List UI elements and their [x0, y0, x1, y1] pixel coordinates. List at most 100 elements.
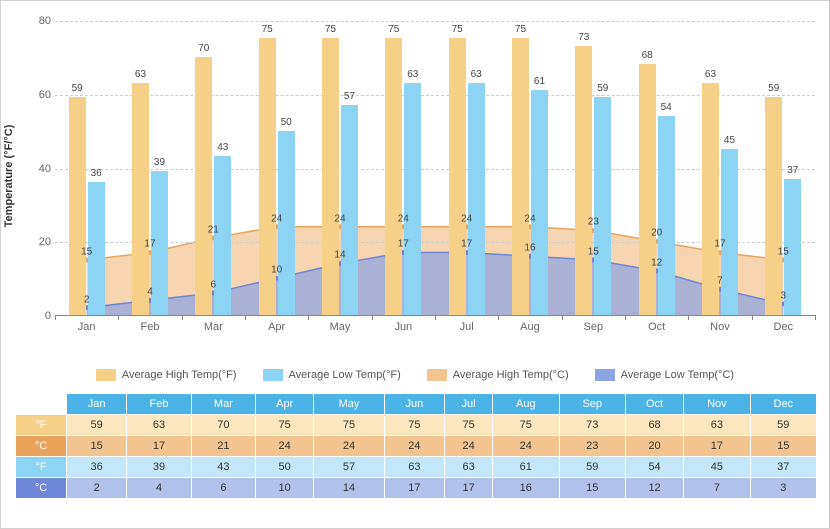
table-cell: 43: [192, 457, 255, 477]
table-cell: 75: [493, 415, 558, 435]
x-tick-mark: [752, 315, 753, 320]
area-label: 24: [398, 213, 409, 224]
bar-high_f: 75: [385, 38, 402, 315]
table-cell: 59: [751, 415, 816, 435]
table-header-cell: Mar: [192, 394, 255, 414]
bar-low_f: 43: [214, 156, 231, 315]
x-tick-mark: [55, 315, 56, 320]
area-label: 10: [271, 265, 282, 276]
area-label: 21: [208, 224, 219, 235]
x-tick: May: [330, 321, 351, 333]
y-tick: 0: [29, 310, 51, 322]
area-label: 6: [211, 279, 217, 290]
bar-label: 37: [787, 165, 798, 176]
table-cell: 37: [751, 457, 816, 477]
area-label: 15: [778, 246, 789, 257]
legend-swatch: [595, 369, 615, 381]
x-tick: Jan: [78, 321, 96, 333]
table-cell: 75: [445, 415, 492, 435]
table-header-cell: Nov: [684, 394, 749, 414]
bar-high_f: 75: [449, 38, 466, 315]
bar-label: 61: [534, 76, 545, 87]
bar-low_f: 57: [341, 105, 358, 315]
table-row: °C2461014171716151273: [16, 478, 816, 498]
y-tick: 60: [29, 89, 51, 101]
area-label: 15: [588, 246, 599, 257]
x-tick-mark: [498, 315, 499, 320]
table-header-cell: Apr: [256, 394, 313, 414]
table-cell: 24: [385, 436, 444, 456]
y-tick: 80: [29, 15, 51, 27]
table-cell: 59: [67, 415, 126, 435]
table-row: °F596370757575757573686359: [16, 415, 816, 435]
bar-label: 36: [91, 168, 102, 179]
legend-swatch: [263, 369, 283, 381]
x-tick: Nov: [710, 321, 730, 333]
x-tick-mark: [308, 315, 309, 320]
table-cell: 15: [751, 436, 816, 456]
table-cell: 15: [67, 436, 126, 456]
bar-label: 70: [198, 43, 209, 54]
table-cell: 70: [192, 415, 255, 435]
bar-label: 59: [768, 83, 779, 94]
bar-label: 57: [344, 91, 355, 102]
table-cell: 57: [314, 457, 383, 477]
table-cell: 63: [127, 415, 190, 435]
area-label: 17: [398, 239, 409, 250]
table-cell: 4: [127, 478, 190, 498]
table-header-cell: Dec: [751, 394, 816, 414]
x-tick-mark: [815, 315, 816, 320]
table-header-row: JanFebMarAprMayJunJulAugSepOctNovDec: [16, 394, 816, 414]
legend-item: Average High Temp(°C): [427, 369, 569, 381]
x-tick: Feb: [141, 321, 160, 333]
table-cell: 17: [385, 478, 444, 498]
bar-label: 39: [154, 157, 165, 168]
table-cell: 75: [256, 415, 313, 435]
plot-region: 020406080JanFebMarAprMayJunJulAugSepOctN…: [55, 21, 815, 316]
y-axis-label: Temperature (°F/°C): [3, 125, 15, 228]
bar-low_f: 54: [658, 116, 675, 315]
y-tick: 20: [29, 236, 51, 248]
table-header-cell: Jan: [67, 394, 126, 414]
table-row: °F363943505763636159544537: [16, 457, 816, 477]
bar-high_f: 68: [639, 64, 656, 315]
x-tick-mark: [625, 315, 626, 320]
table-cell: 20: [626, 436, 683, 456]
table-unit-cell: °C: [16, 436, 66, 456]
table-header-cell: Jul: [445, 394, 492, 414]
table-cell: 14: [314, 478, 383, 498]
area-label: 14: [334, 250, 345, 261]
bar-high_f: 70: [195, 57, 212, 315]
table-cell: 73: [560, 415, 625, 435]
x-tick: Sep: [584, 321, 604, 333]
bar-high_f: 59: [69, 97, 86, 315]
table-header-cell: May: [314, 394, 383, 414]
table-cell: 59: [560, 457, 625, 477]
table-cell: 17: [684, 436, 749, 456]
area-label: 24: [334, 213, 345, 224]
bar-label: 59: [72, 83, 83, 94]
table-header-cell: Oct: [626, 394, 683, 414]
table-header-cell: Jun: [385, 394, 444, 414]
bar-label: 73: [578, 32, 589, 43]
area-label: 4: [147, 287, 153, 298]
bar-low_f: 63: [468, 83, 485, 315]
bar-label: 54: [661, 102, 672, 113]
table-cell: 17: [127, 436, 190, 456]
table-cell: 63: [445, 457, 492, 477]
bar-label: 50: [281, 117, 292, 128]
bar-label: 75: [325, 24, 336, 35]
chart-area: Temperature (°F/°C) 020406080JanFebMarAp…: [15, 11, 817, 341]
x-tick: Mar: [204, 321, 223, 333]
legend-swatch: [96, 369, 116, 381]
x-tick-mark: [435, 315, 436, 320]
bar-label: 43: [217, 142, 228, 153]
table-cell: 68: [626, 415, 683, 435]
table-cell: 24: [314, 436, 383, 456]
area-label: 7: [717, 276, 723, 287]
bar-label: 75: [515, 24, 526, 35]
table-cell: 6: [192, 478, 255, 498]
area-label: 17: [461, 239, 472, 250]
chart-container: Temperature (°F/°C) 020406080JanFebMarAp…: [0, 0, 830, 529]
table-cell: 75: [314, 415, 383, 435]
